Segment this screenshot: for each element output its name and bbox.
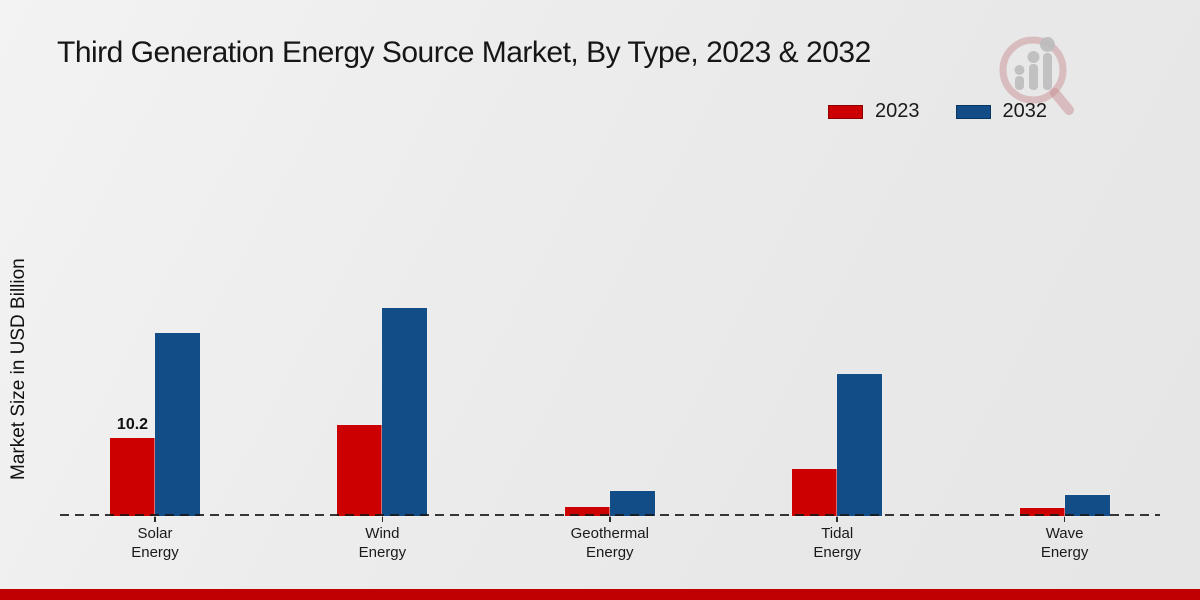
legend: 2023 2032 [828,100,1047,123]
category-label-wind-energy: Wind Energy [358,525,407,561]
plot-area: 10.2 [60,0,1160,516]
bar-2023-tidal-energy [792,469,838,516]
bar-2023-wind-energy [337,424,383,516]
legend-swatch-2023 [828,104,863,119]
category-label-geothermal-energy: Geothermal Energy [570,525,649,561]
legend-label: 2023 [875,100,920,122]
bar-2023-solar-energy [110,437,155,516]
x-tick-wave-energy [1063,516,1066,522]
bar-2032-tidal-energy [837,373,883,516]
legend-swatch-2032 [955,104,991,119]
bar-2032-wind-energy [382,307,428,516]
x-tick-geothermal-energy [609,516,611,522]
category-label-solar-energy: Solar Energy [131,525,179,561]
chart-title: Third Generation Energy Source Market, B… [57,36,871,69]
x-tick-wind-energy [381,516,384,522]
legend-item-2032: 2032 [955,100,1048,123]
data-label-2023-solar-energy: 10.2 [116,415,149,433]
x-axis: Solar Energy Wind Energy Geothermal Energy Tid… [60,516,1160,576]
bar-2032-solar-energy [155,333,200,516]
category-label-tidal-energy: Tidal Energy [813,525,861,561]
y-axis-label: Market Size in USD Billion [8,258,29,480]
x-tick-solar-energy [154,516,156,522]
bar-2032-geothermal-energy [609,490,655,516]
category-label-wave-energy: Wave Energy [1040,525,1089,561]
legend-label: 2032 [1002,100,1048,122]
zero-baseline [60,514,1160,516]
legend-item-2023: 2023 [828,100,920,123]
x-tick-tidal-energy [836,516,838,522]
bar-2023-wave-energy [1019,507,1065,516]
bar-2032-wave-energy [1064,495,1110,516]
magnifier-bar-chart-logo-icon [999,36,1074,115]
bar-2023-geothermal-energy [564,506,610,516]
footer-accent-bar [0,589,1200,600]
